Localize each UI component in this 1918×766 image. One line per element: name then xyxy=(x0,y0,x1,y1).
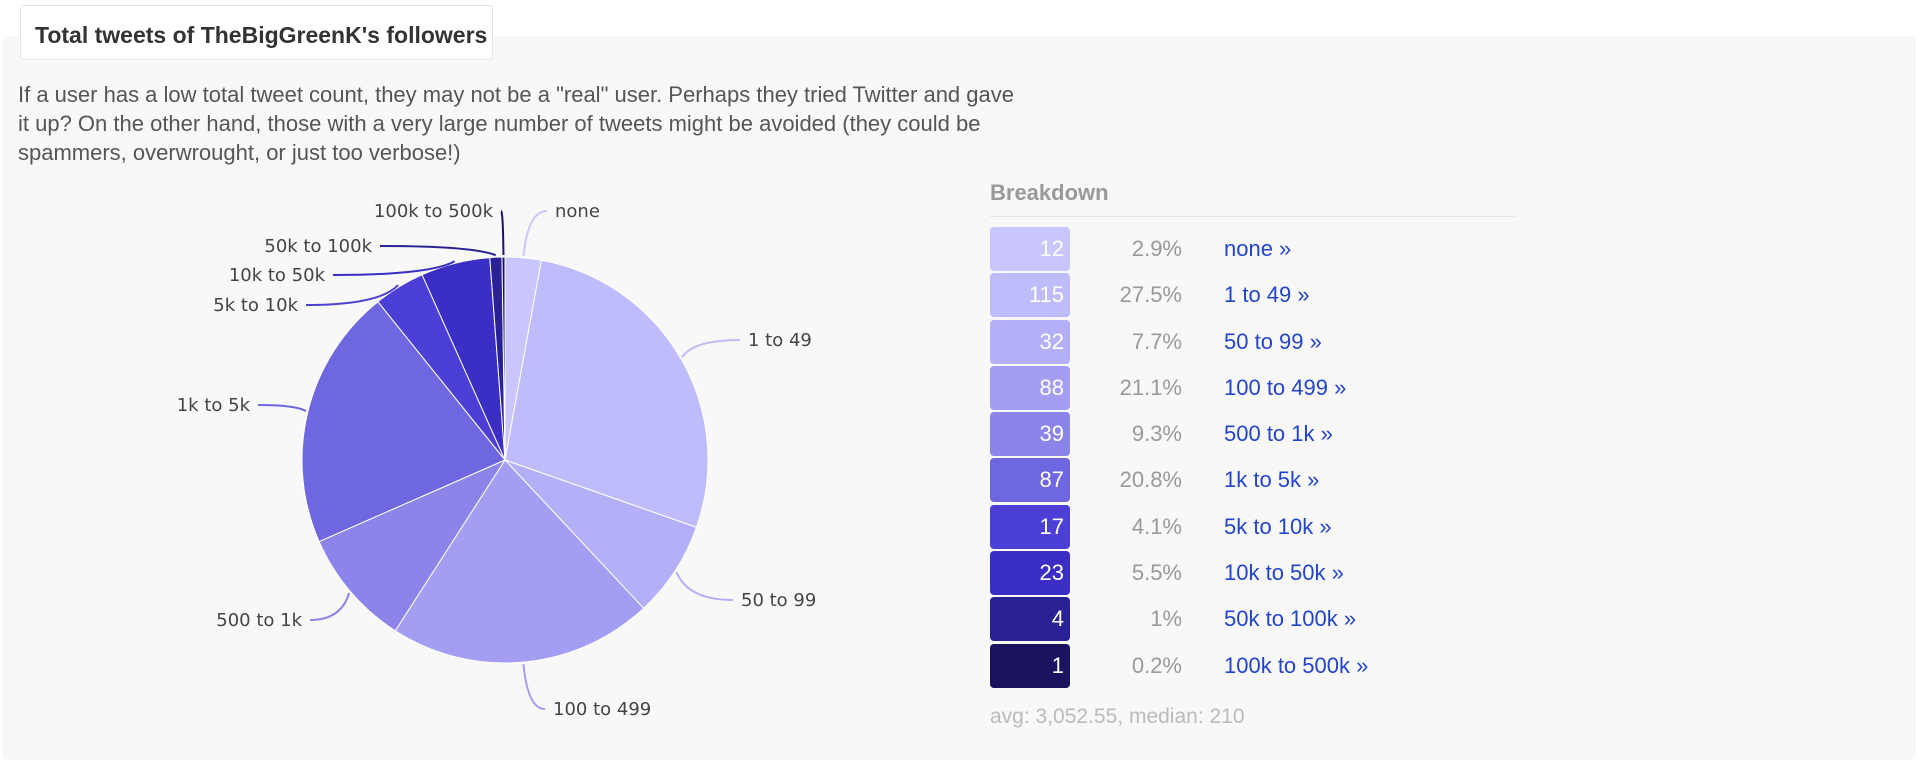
median-label: median: xyxy=(1128,705,1210,728)
pie-label-100-to-499: 100 to 499 xyxy=(553,699,651,720)
breakdown-row-100k-to-500k: 1 0.2% 100k to 500k » xyxy=(990,643,1515,690)
bucket-link-none[interactable]: none » xyxy=(1224,236,1292,261)
breakdown-list: 12 2.9% none » 115 27.5% 1 to 49 » 32 7.7% 50 to… xyxy=(990,227,1515,690)
percent-value: 2.9% xyxy=(1131,236,1182,261)
count-badge: 39 xyxy=(990,412,1070,457)
pie-slice-500-to-1k[interactable] xyxy=(318,458,507,632)
page-title: Total tweets of TheBigGreenK's followers xyxy=(35,22,488,48)
bucket-link-10k-to-50k[interactable]: 10k to 50k » xyxy=(1224,560,1344,586)
leader-line-50-to-99 xyxy=(675,571,734,601)
pie-label-5k-to-10k: 5k to 10k xyxy=(213,295,298,316)
pie-slice-50-to-99[interactable] xyxy=(504,459,698,610)
bucket-link-50-to-99[interactable]: 50 to 99 » xyxy=(1224,328,1322,354)
percent-value: 21.1% xyxy=(1119,374,1182,400)
percent-value: 5.5% xyxy=(1131,560,1182,586)
pie-slice-100k-to-500k[interactable] xyxy=(501,256,506,461)
percent-value: 7.7% xyxy=(1131,328,1182,354)
bucket-link-500-to-1k[interactable]: 500 to 1k » xyxy=(1224,421,1333,447)
leader-line-none xyxy=(522,210,548,256)
avg-value: 3,052.55 xyxy=(1035,705,1118,728)
percent-value: 4.1% xyxy=(1131,513,1182,539)
bucket-link-1-to-49[interactable]: 1 to 49 » xyxy=(1224,282,1310,308)
pie-label-100k-to-500k: 100k to 500k xyxy=(374,201,494,222)
pie-label-1k-to-5k: 1k to 5k xyxy=(177,395,251,416)
pie-label-50-to-99: 50 to 99 xyxy=(741,590,816,611)
count-badge: 88 xyxy=(990,365,1070,410)
leader-line-10k-to-50k xyxy=(332,260,456,276)
pie-chart: none 1 to 49 50 to 99 100 to 499 500 to 1k 1k… xyxy=(177,201,817,720)
count-badge: 1 xyxy=(990,643,1070,688)
count-badge: 32 xyxy=(990,319,1070,364)
pie-label-50k-to-100k: 50k to 100k xyxy=(264,236,372,257)
leader-line-500-to-1k xyxy=(309,592,351,621)
avg-label: avg: xyxy=(990,705,1036,728)
breakdown-row-500-to-1k: 39 9.3% 500 to 1k » xyxy=(990,412,1515,458)
breakdown-panel: Breakdown 12 2.9% none » 115 27.5% 1 to 49 » 3… xyxy=(990,180,1515,690)
pie-slice-1-to-49[interactable] xyxy=(504,259,709,528)
leader-line-1k-to-5k xyxy=(257,404,307,413)
stats-separator: , xyxy=(1117,705,1129,728)
pie-label-10k-to-50k: 10k to 50k xyxy=(229,265,326,286)
percent-value: 0.2% xyxy=(1131,652,1182,678)
count-badge: 87 xyxy=(990,458,1070,503)
pie-slice-100-to-499[interactable] xyxy=(394,459,645,664)
count-badge: 23 xyxy=(990,551,1070,596)
count-badge: 12 xyxy=(990,227,1070,271)
breakdown-row-10k-to-50k: 23 5.5% 10k to 50k » xyxy=(990,551,1515,597)
breakdown-row-1k-to-5k: 87 20.8% 1k to 5k » xyxy=(990,458,1515,504)
breakdown-title: Breakdown xyxy=(990,180,1515,217)
bucket-link-100k-to-500k[interactable]: 100k to 500k » xyxy=(1224,652,1369,678)
breakdown-row-100-to-499: 88 21.1% 100 to 499 » xyxy=(990,365,1515,412)
pie-label-500-to-1k: 500 to 1k xyxy=(216,610,302,631)
percent-value: 9.3% xyxy=(1131,421,1182,447)
breakdown-row-50k-to-100k: 4 1% 50k to 100k » xyxy=(990,597,1515,643)
leader-line-5k-to-10k xyxy=(305,284,399,306)
leader-line-100k-to-500k xyxy=(500,210,505,256)
bucket-link-5k-to-10k[interactable]: 5k to 10k » xyxy=(1224,513,1332,539)
count-badge: 4 xyxy=(990,597,1070,642)
percent-value: 20.8% xyxy=(1119,467,1182,493)
breakdown-row-5k-to-10k: 17 4.1% 5k to 10k » xyxy=(990,504,1515,551)
pie-slice-1k-to-5k[interactable] xyxy=(301,300,506,543)
median-value: 210 xyxy=(1209,705,1245,728)
bucket-link-50k-to-100k[interactable]: 50k to 100k » xyxy=(1224,606,1357,632)
bucket-link-100-to-499[interactable]: 100 to 499 » xyxy=(1224,374,1347,400)
pie-label-1-to-49: 1 to 49 xyxy=(748,330,812,351)
percent-value: 27.5% xyxy=(1119,282,1182,308)
percent-value: 1% xyxy=(1150,606,1182,632)
count-badge: 17 xyxy=(990,504,1070,549)
breakdown-row-none: 12 2.9% none » xyxy=(990,227,1515,273)
title-tab: Total tweets of TheBigGreenK's followers xyxy=(20,5,493,60)
leader-line-100-to-499 xyxy=(522,664,546,710)
description-text: If a user has a low total tweet count, t… xyxy=(18,82,1014,165)
leader-line-1-to-49 xyxy=(681,339,741,358)
bucket-link-1k-to-5k[interactable]: 1k to 5k » xyxy=(1224,467,1320,493)
stats-summary: avg: 3,052.55, median: 210 xyxy=(990,705,1245,729)
pie-label-none: none xyxy=(555,201,600,222)
breakdown-row-1-to-49: 115 27.5% 1 to 49 » xyxy=(990,273,1515,319)
count-badge: 115 xyxy=(990,273,1070,318)
breakdown-row-50-to-99: 32 7.7% 50 to 99 » xyxy=(990,319,1515,366)
leader-line-50k-to-100k xyxy=(379,245,497,257)
